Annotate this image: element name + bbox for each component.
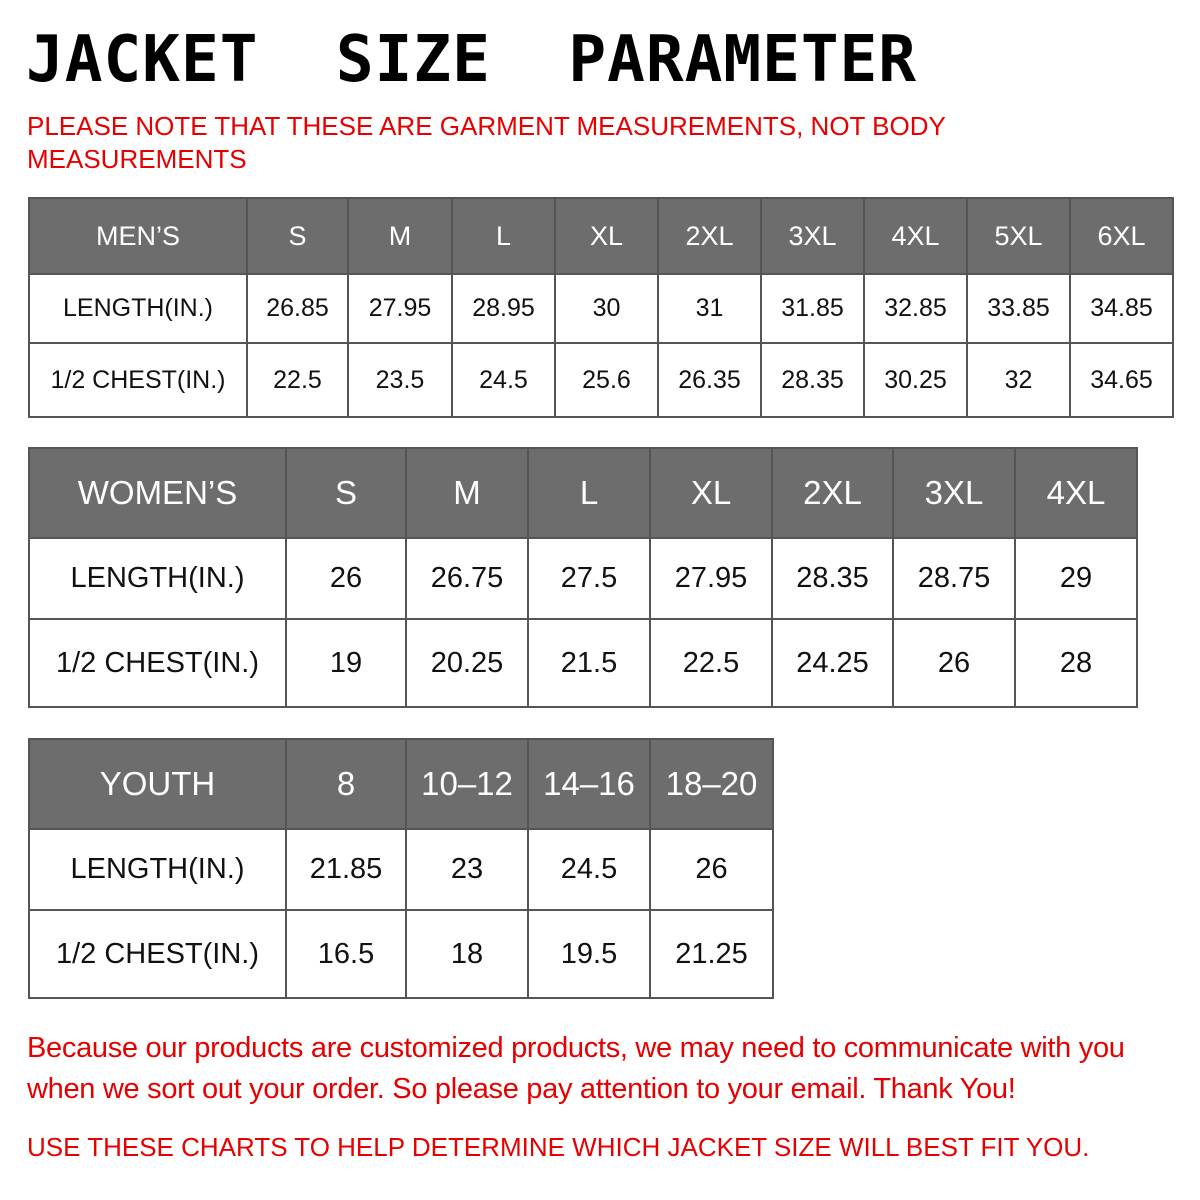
measurement-value: 21.5 (527, 618, 651, 708)
measurement-value: 34.65 (1069, 342, 1174, 418)
header-row: MEN’S S M L XL 2XL 3XL 4XL 5XL 6XL (28, 197, 1174, 275)
size-header-cell: 3XL (760, 197, 865, 275)
measurement-value: 20.25 (405, 618, 529, 708)
measurement-value: 28.95 (451, 273, 556, 344)
size-header-cell: 10–12 (405, 738, 529, 830)
size-header-cell: M (347, 197, 453, 275)
size-header-cell: 3XL (892, 447, 1016, 539)
measurement-value: 30 (554, 273, 659, 344)
measurement-value: 18 (405, 909, 529, 999)
table-row: LENGTH(IN.) 26.85 27.95 28.95 30 31 31.85 32.85… (28, 273, 1174, 344)
measurement-value: 26 (892, 618, 1016, 708)
size-header-cell: XL (554, 197, 659, 275)
size-header-cell: M (405, 447, 529, 539)
measurement-value: 26 (649, 828, 774, 911)
page-title: JACKET SIZE PARAMETER (26, 23, 918, 97)
table-row: 1/2 CHEST(IN.) 19 20.25 21.5 22.5 24.25 26 28 (28, 618, 1138, 708)
size-header-cell: L (451, 197, 556, 275)
size-header-cell: 4XL (863, 197, 968, 275)
measurement-value: 19 (285, 618, 407, 708)
measurement-value: 27.95 (649, 537, 773, 620)
size-header-cell: 2XL (657, 197, 762, 275)
measurement-note: PLEASE NOTE THAT THESE ARE GARMENT MEASU… (27, 111, 946, 174)
measurement-value: 31.85 (760, 273, 865, 344)
size-header-cell: 18–20 (649, 738, 774, 830)
table-row: 1/2 CHEST(IN.) 16.5 18 19.5 21.25 (28, 909, 774, 999)
measurement-value: 28.35 (771, 537, 894, 620)
measurement-value: 26.75 (405, 537, 529, 620)
measurement-value: 26 (285, 537, 407, 620)
table-category-header: YOUTH (28, 738, 287, 830)
womens-size-table: WOMEN’S S M L XL 2XL 3XL 4XL LENGTH(IN.) 26 26.75 2… (28, 447, 1138, 708)
measurement-value: 28 (1014, 618, 1138, 708)
measurement-value: 28.35 (760, 342, 865, 418)
size-header-cell: 8 (285, 738, 407, 830)
measurement-value: 23.5 (347, 342, 453, 418)
measurement-value: 19.5 (527, 909, 651, 999)
measurement-value: 24.5 (527, 828, 651, 911)
measurement-value: 22.5 (246, 342, 349, 418)
measurement-label: LENGTH(IN.) (28, 273, 248, 344)
size-header-cell: 6XL (1069, 197, 1174, 275)
measurement-value: 32 (966, 342, 1071, 418)
customization-message: Because our products are customized prod… (27, 1032, 1125, 1105)
measurement-value: 33.85 (966, 273, 1071, 344)
measurement-value: 28.75 (892, 537, 1016, 620)
measurement-value: 27.95 (347, 273, 453, 344)
size-header-cell: XL (649, 447, 773, 539)
measurement-value: 31 (657, 273, 762, 344)
size-header-cell: S (246, 197, 349, 275)
measurement-label: LENGTH(IN.) (28, 537, 287, 620)
measurement-value: 23 (405, 828, 529, 911)
measurement-label: 1/2 CHEST(IN.) (28, 909, 287, 999)
measurement-value: 26.85 (246, 273, 349, 344)
measurement-label: LENGTH(IN.) (28, 828, 287, 911)
table-row: 1/2 CHEST(IN.) 22.5 23.5 24.5 25.6 26.35 28.35… (28, 342, 1174, 418)
measurement-value: 27.5 (527, 537, 651, 620)
youth-size-table: YOUTH 8 10–12 14–16 18–20 LENGTH(IN.) 21.85 23 2… (28, 738, 774, 999)
measurement-value: 25.6 (554, 342, 659, 418)
measurement-value: 26.35 (657, 342, 762, 418)
size-header-cell: 14–16 (527, 738, 651, 830)
measurement-value: 24.25 (771, 618, 894, 708)
measurement-value: 34.85 (1069, 273, 1174, 344)
usage-note: USE THESE CHARTS TO HELP DETERMINE WHICH… (27, 1132, 1090, 1162)
size-header-cell: 5XL (966, 197, 1071, 275)
measurement-value: 21.25 (649, 909, 774, 999)
measurement-value: 16.5 (285, 909, 407, 999)
mens-size-table: MEN’S S M L XL 2XL 3XL 4XL 5XL 6XL LENGTH(IN.) 26.8… (28, 197, 1174, 418)
header-row: YOUTH 8 10–12 14–16 18–20 (28, 738, 774, 830)
table-category-header: WOMEN’S (28, 447, 287, 539)
measurement-value: 32.85 (863, 273, 968, 344)
size-header-cell: 2XL (771, 447, 894, 539)
table-row: LENGTH(IN.) 26 26.75 27.5 27.95 28.35 28.75 29 (28, 537, 1138, 620)
header-row: WOMEN’S S M L XL 2XL 3XL 4XL (28, 447, 1138, 539)
table-row: LENGTH(IN.) 21.85 23 24.5 26 (28, 828, 774, 911)
table-category-header: MEN’S (28, 197, 248, 275)
size-header-cell: S (285, 447, 407, 539)
measurement-value: 24.5 (451, 342, 556, 418)
measurement-value: 30.25 (863, 342, 968, 418)
size-header-cell: 4XL (1014, 447, 1138, 539)
measurement-label: 1/2 CHEST(IN.) (28, 342, 248, 418)
measurement-label: 1/2 CHEST(IN.) (28, 618, 287, 708)
measurement-value: 29 (1014, 537, 1138, 620)
measurement-value: 22.5 (649, 618, 773, 708)
measurement-value: 21.85 (285, 828, 407, 911)
size-header-cell: L (527, 447, 651, 539)
